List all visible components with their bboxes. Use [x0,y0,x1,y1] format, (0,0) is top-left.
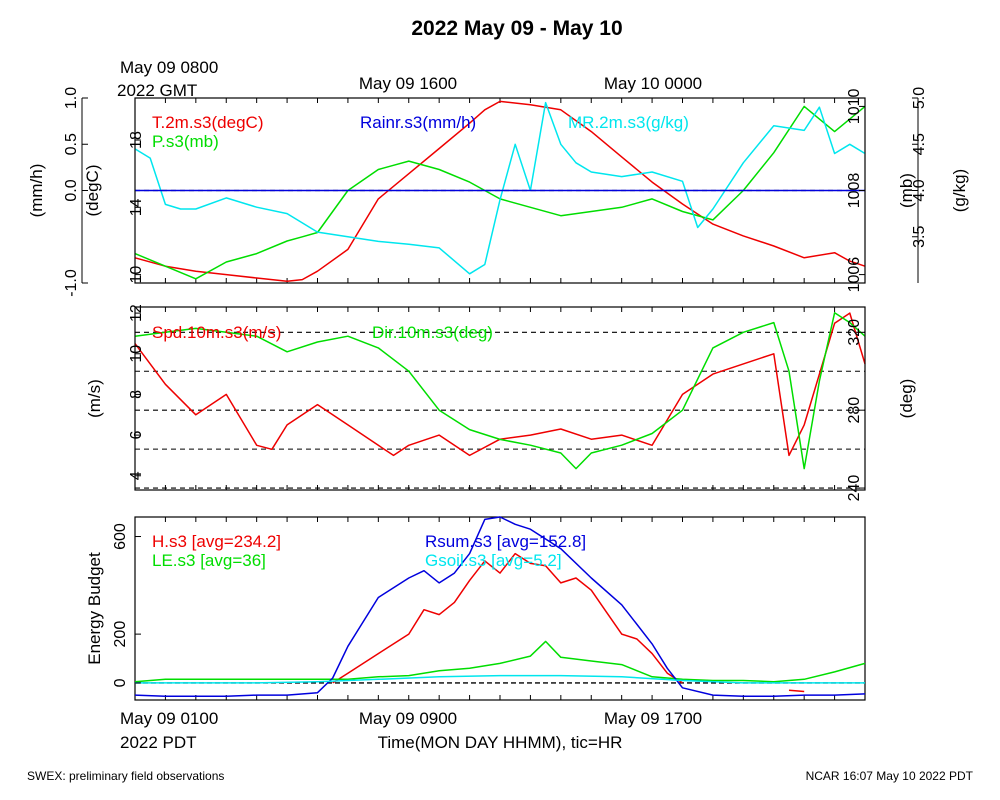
mr-axis-label: (g/kg) [950,169,969,212]
energy-legend-2: Rsum.s3 [avg=152.8] [425,532,586,551]
pres-axis-tick-label: 1010 [846,89,863,125]
pres-axis-tick-label: 1006 [846,257,863,293]
mr-axis-tick-label: 5.0 [911,87,928,109]
dir-axis-label: (deg) [897,379,916,419]
footer-right: NCAR 16:07 May 10 2022 PDT [806,769,974,783]
bottom-time-first-line1: May 09 0100 [120,709,218,728]
series-spd-line [134,312,866,457]
energy-legend-0: H.s3 [avg=234.2] [152,532,281,551]
energy-ylabel: Energy Budget [85,552,104,665]
footer-left: SWEX: preliminary field observations [27,769,224,783]
temp-axis-tick-label: 14 [128,198,145,216]
met-legend-3: MR.2m.s3(g/kg) [568,113,689,132]
dir-axis-tick-label: 240 [846,475,863,502]
bottom-time-label-2: May 09 1700 [604,709,702,728]
top-time-first-line2: 2022 GMT [117,81,197,100]
panel-wind: 4 6 8 10 12 (m/s) 240 280 320 (deg) Spd.10m.s3(m/s… [85,304,916,501]
x-axis-label: Time(MON DAY HHMM), tic=HR [378,733,623,752]
energy-legend-3: Gsoil.s3 [avg=5.2] [425,551,562,570]
bottom-time-label-1: May 09 0900 [359,709,457,728]
series-temp-line [134,100,866,283]
spd-axis-tick-label: 10 [128,345,145,363]
series-Rsum-s3-line [134,516,866,698]
wind-legend-1: Dir.10m.s3(deg) [372,323,493,342]
series-dir-line [134,312,866,470]
rain-axis-label: (mm/h) [27,164,46,218]
spd-axis-tick-label: 8 [128,390,145,399]
rain-axis-tick-label: 0.0 [63,179,80,201]
dir-axis-tick-label: 320 [846,319,863,346]
series-H-s3-line [332,552,683,684]
pres-axis-tick-label: 1008 [846,173,863,209]
temp-axis-tick-label: 10 [128,266,145,284]
bottom-time-first-line2: 2022 PDT [120,733,197,752]
met-legend-2: Rainr.s3(mm/h) [360,113,476,132]
temp-axis-label: (degC) [83,165,102,217]
energy-tick-label: 0 [112,678,129,687]
panel-meteorology: 10 14 18 (degC) -1.0 0.0 0.5 1.0 (mm/h) 1006 1008 1… [27,87,969,297]
met-legend-0: T.2m.s3(degC) [152,113,263,132]
spd-axis-tick-label: 12 [128,304,145,322]
wind-legend-0: Spd.10m.s3(m/s) [152,323,281,342]
rain-axis-tick-label: -1.0 [63,269,80,297]
mr-axis-tick-label: 4.5 [911,133,928,155]
energy-tick-label: 600 [112,523,129,550]
rain-axis-tick-label: 1.0 [63,87,80,109]
mr-axis-tick-label: 3.5 [911,226,928,248]
mr-axis-tick-label: 4.0 [911,179,928,201]
spd-axis-tick-label: 4 [128,471,145,480]
panel-energy: 0 200 600 Energy Budget H.s3 [avg=234.2]LE.s… [85,516,866,701]
series-H-s3-segment [788,689,805,693]
dir-axis-tick-label: 280 [846,397,863,424]
series-pres-line [134,105,866,280]
chart-title: 2022 May 09 - May 10 [411,17,622,40]
energy-legend-1: LE.s3 [avg=36] [152,551,266,570]
series-mr-line [134,101,866,275]
series-LE-s3-line [134,640,866,683]
spd-axis-tick-label: 6 [128,431,145,440]
top-time-label-2: May 10 0000 [604,74,702,93]
top-time-label-1: May 09 1600 [359,74,457,93]
met-legend-1: P.s3(mb) [152,132,219,151]
series-Gsoil-s3-line [135,674,865,684]
energy-tick-label: 200 [112,621,129,648]
top-time-first-line1: May 09 0800 [120,58,218,77]
pres-axis-label: (mb) [897,173,916,208]
temp-axis-tick-label: 18 [128,131,145,149]
spd-axis-label: (m/s) [85,379,104,418]
rain-axis-tick-label: 0.5 [63,133,80,155]
